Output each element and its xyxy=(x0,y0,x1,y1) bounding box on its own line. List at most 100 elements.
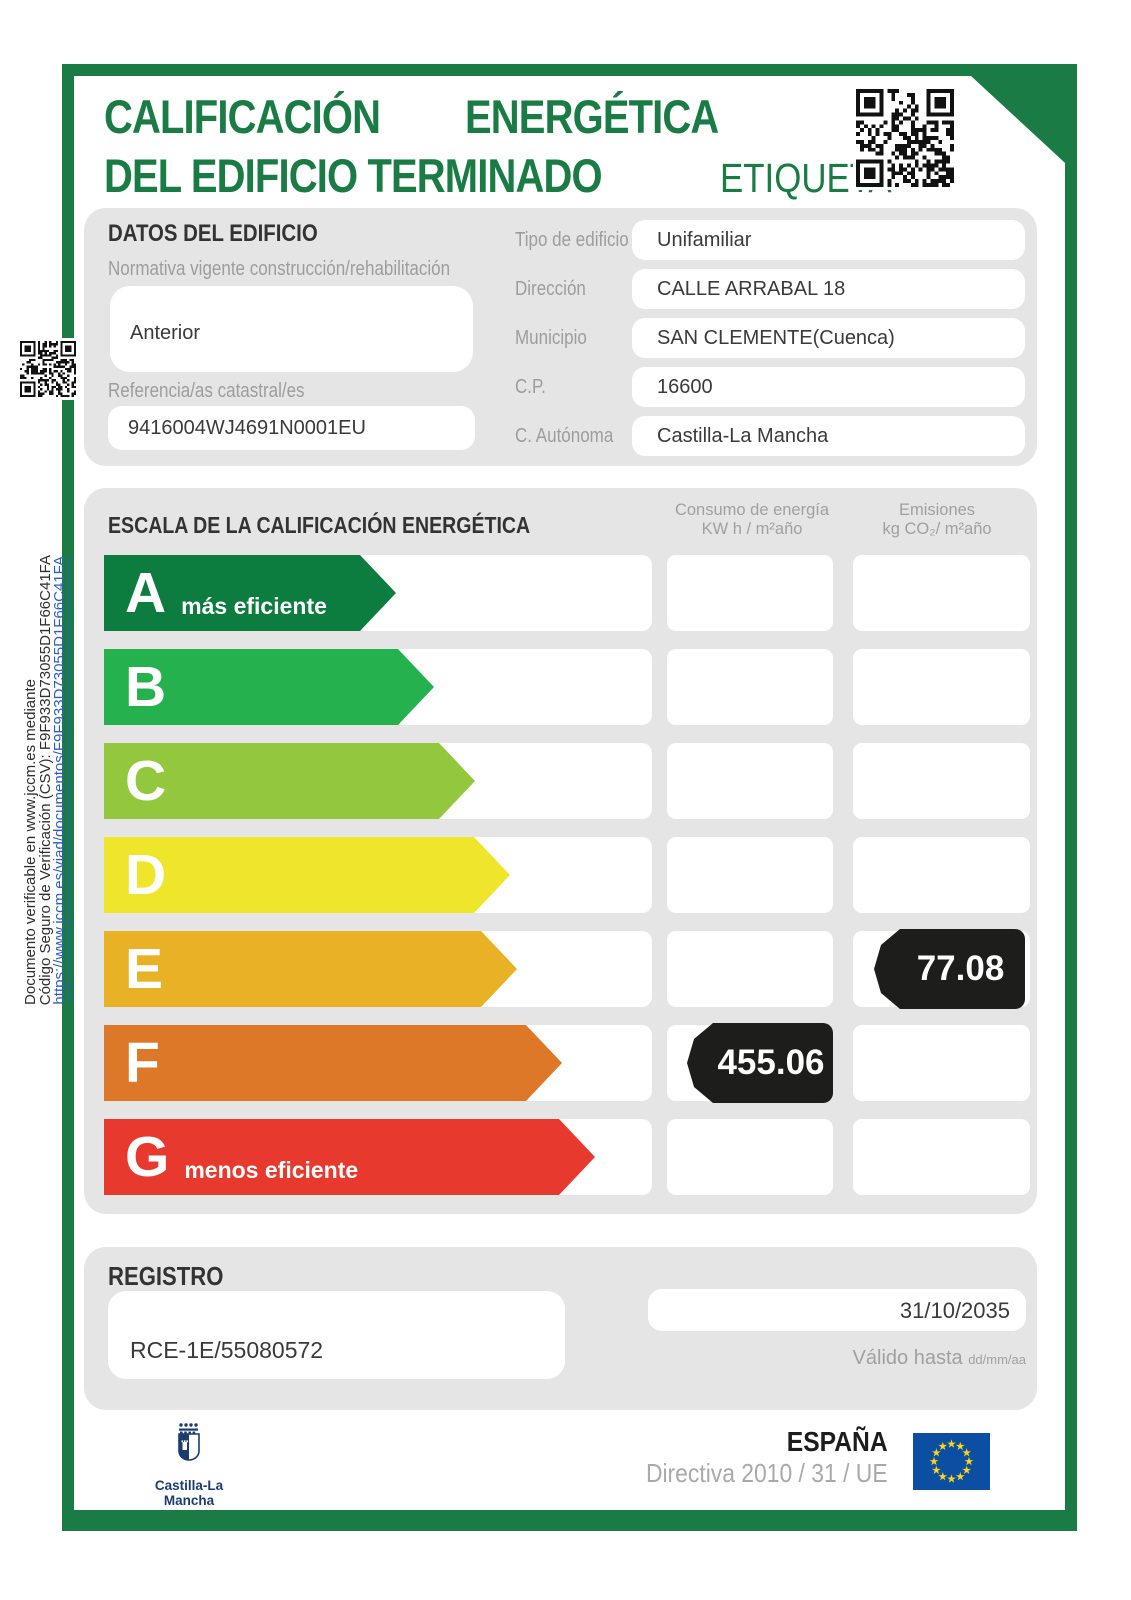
eu-star xyxy=(938,1441,948,1451)
field-value-box: 16600 xyxy=(632,367,1025,407)
field-label-text: Municipio xyxy=(515,327,587,349)
title-word-energetica: ENERGÉTICA xyxy=(464,90,719,143)
field-value-box: SAN CLEMENTE(Cuenca) xyxy=(632,318,1025,358)
rating-note: más eficiente xyxy=(181,592,327,619)
rating-letter: C xyxy=(125,748,167,813)
emisiones-cell xyxy=(853,837,1030,913)
scale-row-e: E 77.08 xyxy=(104,929,1037,1009)
consumo-cell: 455.06 xyxy=(667,1023,833,1103)
certificate-title: CALIFICACIÓN ENERGÉTICA DEL EDIFICIO TERM… xyxy=(104,90,922,211)
title-line-1: CALIFICACIÓN ENERGÉTICA xyxy=(104,90,922,152)
eu-flag-icon xyxy=(913,1433,990,1490)
eu-star xyxy=(955,1472,965,1481)
emisiones-column-header: Emisiones kg CO₂/ m²año xyxy=(827,501,1047,539)
rating-letter: G xyxy=(125,1124,170,1189)
registro-title: REGISTRO xyxy=(108,1261,224,1291)
emisiones-header-line1: Emisiones xyxy=(898,501,976,519)
castilla-la-mancha-logo: Castilla-La Mancha xyxy=(133,1422,245,1508)
registro-panel: REGISTRO RCE-1E/55080572 31/10/2035 Váli… xyxy=(84,1247,1037,1410)
eu-star xyxy=(947,1439,956,1448)
referencia-value: 9416004WJ4691N0001EU xyxy=(128,417,366,439)
field-value: Unifamiliar xyxy=(657,229,752,251)
eu-star xyxy=(929,1456,939,1466)
consumo-value-tag: 455.06 xyxy=(687,1023,833,1103)
scale-row-c: C xyxy=(104,743,1037,819)
field-value-box: CALLE ARRABAL 18 xyxy=(632,269,1025,309)
field-label-text: C. Autónoma xyxy=(515,425,614,447)
rating-arrow-f: F xyxy=(104,1025,562,1101)
rating-letter: E xyxy=(125,936,164,1001)
title-word-calificacion: CALIFICACIÓN xyxy=(104,90,381,143)
rating-letter: A xyxy=(125,560,167,625)
building-data-panel: DATOS DEL EDIFICIO Normativa vigente con… xyxy=(84,208,1037,466)
referencia-value-box: 9416004WJ4691N0001EU xyxy=(108,406,475,450)
field-label-text: Tipo de edificio xyxy=(515,229,629,251)
scale-title: ESCALA DE LA CALIFICACIÓN ENERGÉTICA xyxy=(108,512,531,538)
rating-note: menos eficiente xyxy=(184,1156,359,1183)
rating-letter: D xyxy=(125,842,167,907)
referencia-label: Referencia/as catastral/es xyxy=(108,380,305,402)
consumo-cell xyxy=(667,837,833,913)
rating-arrow-d: D xyxy=(104,837,510,913)
bottom-green-bar xyxy=(62,1510,1077,1531)
registro-code: RCE-1E/55080572 xyxy=(130,1337,324,1363)
emisiones-cell xyxy=(853,555,1030,631)
field-label: C. Autónoma xyxy=(515,416,631,456)
consumo-header-line1: Consumo de energía xyxy=(674,501,830,519)
emisiones-cell xyxy=(853,1025,1030,1101)
valido-hasta-label: Válido hasta xyxy=(852,1347,969,1369)
title-word-terminado: DEL EDIFICIO TERMINADO xyxy=(104,149,603,202)
field-value: Castilla-La Mancha xyxy=(657,425,829,447)
emisiones-header-line2: kg CO₂/ m²año xyxy=(882,520,992,538)
building-field-row: Dirección CALLE ARRABAL 18 xyxy=(84,269,1037,309)
clm-shield-icon xyxy=(178,1423,200,1461)
eu-star xyxy=(931,1448,941,1457)
emisiones-cell xyxy=(853,743,1030,819)
registro-code-box: RCE-1E/55080572 xyxy=(108,1291,565,1379)
normativa-label: Normativa vigente construcción/rehabilit… xyxy=(108,258,451,280)
directive-label: Directiva 2010 / 31 / UE xyxy=(646,1458,888,1488)
energy-scale-panel: ESCALA DE LA CALIFICACIÓN ENERGÉTICA Con… xyxy=(84,488,1037,1214)
valido-hasta-caption: Válido hasta dd/mm/aa xyxy=(853,1347,1026,1370)
qr-code-verification xyxy=(17,338,79,400)
eu-star xyxy=(931,1465,941,1474)
title-line-2: DEL EDIFICIO TERMINADO ETIQUETA xyxy=(104,149,922,211)
rating-letter: F xyxy=(125,1030,160,1095)
field-label: Municipio xyxy=(515,318,599,358)
consumo-cell xyxy=(667,1119,833,1195)
field-value-box: Castilla-La Mancha xyxy=(632,416,1025,456)
field-label-text: C.P. xyxy=(515,376,546,398)
country-label: ESPAÑA xyxy=(787,1426,888,1457)
eu-star xyxy=(938,1472,948,1481)
scale-row-b: B xyxy=(104,649,1037,725)
building-field-row: C.P. 16600 xyxy=(84,367,1037,407)
clm-region-name: Castilla-La Mancha xyxy=(154,1478,224,1508)
eu-star xyxy=(962,1448,972,1457)
building-data-title: DATOS DEL EDIFICIO xyxy=(108,220,318,247)
emisiones-cell xyxy=(853,1119,1030,1195)
building-field-row: Municipio SAN CLEMENTE(Cuenca) xyxy=(84,318,1037,358)
verification-url-link[interactable]: https://www.jccm.es/viad/documentos/F9F9… xyxy=(51,556,68,1005)
field-label: Dirección xyxy=(515,269,598,309)
field-label: Tipo de edificio xyxy=(515,220,649,260)
eu-star xyxy=(964,1456,974,1466)
field-label: C.P. xyxy=(515,367,551,407)
emisiones-value-tag: 77.08 xyxy=(874,929,1025,1009)
field-value-box: Unifamiliar xyxy=(632,220,1025,260)
normativa-value-box: Anterior xyxy=(110,286,473,372)
field-value: 16600 xyxy=(657,376,713,398)
normativa-value: Anterior xyxy=(130,322,201,344)
emisiones-cell xyxy=(853,649,1030,725)
consumo-column-header: Consumo de energía KW h / m²año xyxy=(642,501,862,539)
eu-star xyxy=(962,1465,972,1474)
consumo-cell xyxy=(667,931,833,1007)
rating-arrow-c: C xyxy=(104,743,475,819)
valid-date: 31/10/2035 xyxy=(899,1298,1010,1323)
building-field-row: C. Autónoma Castilla-La Mancha xyxy=(84,416,1037,456)
valid-date-box: 31/10/2035 xyxy=(648,1289,1026,1331)
consumo-cell xyxy=(667,649,833,725)
